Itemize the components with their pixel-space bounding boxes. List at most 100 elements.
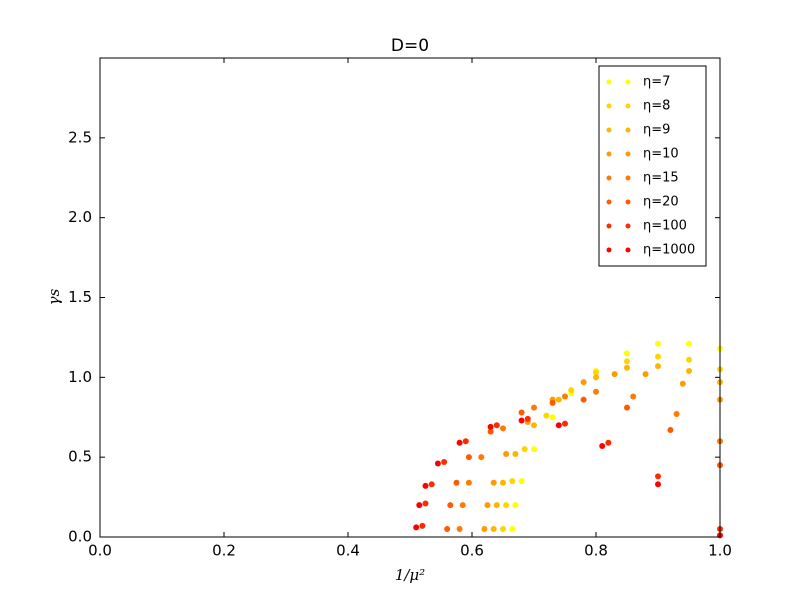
x-tick-label: 0.4 [336, 542, 360, 560]
legend-label: η=100 [643, 219, 687, 234]
point [555, 396, 562, 403]
point [549, 414, 556, 421]
point [493, 422, 500, 429]
legend-label: η=10 [643, 147, 679, 162]
point [679, 380, 686, 387]
point [580, 396, 587, 403]
legend-label: η=20 [643, 195, 679, 210]
legend-marker [625, 103, 631, 109]
legend-label: η=7 [643, 75, 670, 90]
point [580, 379, 587, 386]
point [512, 502, 519, 509]
point [593, 369, 599, 376]
legend-marker [606, 127, 612, 133]
legend-label: η=15 [643, 171, 679, 186]
legend-box [598, 65, 707, 267]
point [490, 526, 497, 533]
point [487, 423, 494, 430]
x-tick-label: 0.8 [584, 542, 608, 560]
point [422, 482, 429, 489]
legend-marker [625, 199, 631, 205]
point [531, 404, 537, 411]
point [531, 446, 537, 453]
point [493, 502, 500, 509]
y-tick-label: 2.0 [68, 208, 92, 226]
point [503, 502, 510, 509]
legend: η=7 η=8 η=9 η=10 η=15 η=20 η=100 η=1000 [598, 65, 707, 267]
x-tick-label: 0.0 [88, 542, 112, 560]
point [518, 478, 525, 485]
point [686, 367, 692, 374]
point [503, 450, 510, 457]
point [611, 371, 618, 378]
y-axis-label: γs [45, 288, 63, 305]
point [642, 371, 649, 378]
point [593, 374, 599, 381]
point [500, 526, 506, 533]
y-tick-label: 1.5 [68, 288, 92, 306]
point [549, 399, 556, 406]
y-tick-label: 1.0 [68, 368, 92, 386]
x-tick-label: 1.0 [708, 542, 732, 560]
point [624, 358, 630, 365]
legend-marker [606, 199, 612, 205]
legend-label: η=1000 [643, 243, 695, 258]
point [624, 404, 630, 411]
legend-marker [625, 151, 631, 157]
chart-title: D=0 [391, 36, 429, 56]
point [512, 450, 519, 457]
point [456, 526, 463, 533]
legend-label: η=9 [643, 123, 670, 138]
point [518, 417, 525, 424]
point [447, 502, 454, 509]
point [413, 524, 420, 531]
legend-marker [625, 223, 631, 229]
plot-frame [99, 57, 721, 538]
point [655, 340, 661, 347]
point [428, 481, 435, 488]
legend-label: η=8 [643, 99, 670, 114]
point [500, 425, 506, 432]
point [462, 438, 469, 445]
point [487, 428, 494, 435]
legend-marker [606, 247, 612, 253]
point [655, 473, 661, 480]
y-tick-label: 0.5 [68, 448, 92, 466]
legend-marker [606, 223, 612, 229]
point [686, 356, 692, 363]
point [478, 454, 485, 461]
point [568, 387, 575, 394]
point [667, 427, 674, 434]
x-axis-label: 1/μ² [395, 566, 425, 584]
point [624, 364, 630, 371]
point [465, 479, 472, 486]
point [531, 422, 537, 429]
point [605, 439, 612, 446]
y-tick-label: 2.5 [68, 128, 92, 146]
point [524, 415, 531, 422]
legend-marker [625, 175, 631, 181]
point [686, 340, 692, 347]
point [456, 439, 463, 446]
x-tick-label: 0.6 [460, 542, 484, 560]
legend-marker [625, 127, 631, 133]
legend-marker [625, 247, 631, 253]
point [441, 458, 448, 465]
point [624, 350, 630, 357]
y-tick-label: 0.0 [68, 528, 92, 546]
point [562, 420, 568, 427]
point [453, 479, 460, 486]
point [555, 422, 562, 429]
point [434, 460, 441, 467]
point [655, 353, 661, 360]
legend-marker [606, 175, 612, 181]
legend-marker [606, 103, 612, 109]
x-tick-label: 0.2 [212, 542, 236, 560]
point [416, 502, 423, 509]
point [465, 454, 472, 461]
legend-marker [606, 151, 612, 157]
point [481, 526, 488, 533]
point [655, 363, 661, 370]
point [509, 478, 516, 485]
